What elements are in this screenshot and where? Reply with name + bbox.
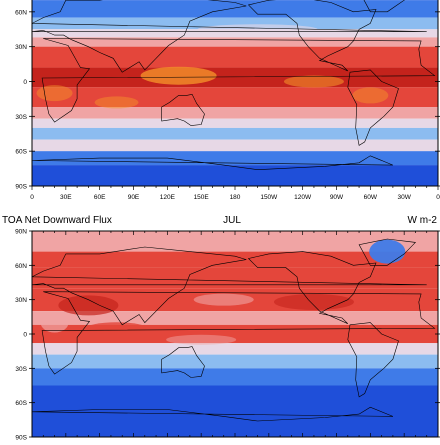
lat-label: 90S	[15, 184, 27, 191]
lon-label: 60W	[364, 194, 378, 201]
plot-title: TOA Net Downward Flux	[2, 215, 112, 226]
lat-label: 0	[23, 332, 27, 339]
flux-anomaly	[369, 240, 405, 264]
lat-label: 30S	[15, 366, 27, 373]
flux-band	[32, 119, 438, 128]
flux-band	[32, 128, 438, 140]
lat-label: 60N	[15, 9, 27, 16]
lon-label: 180	[230, 194, 241, 201]
lat-label: 0	[23, 79, 27, 86]
lon-label: 90W	[330, 194, 344, 201]
flux-anomaly	[166, 335, 236, 345]
flux-band	[32, 355, 438, 369]
lat-label: 60N	[15, 263, 27, 270]
lat-label: 90N	[15, 229, 27, 236]
flux-anomaly	[352, 87, 388, 103]
flux-band	[32, 0, 438, 17]
flux-anomaly	[141, 67, 217, 85]
lon-label: 120E	[160, 194, 176, 201]
lon-label: 60E	[94, 194, 106, 201]
lat-label: 30S	[15, 114, 27, 121]
lon-label: 30E	[60, 194, 72, 201]
lon-label: 150E	[194, 194, 210, 201]
flux-anomaly	[274, 294, 354, 310]
lat-label: 30N	[15, 44, 27, 51]
units-label: W m-2	[408, 215, 438, 226]
flux-anomaly	[87, 322, 147, 334]
lat-label: 90S	[15, 435, 27, 441]
flux-anomaly	[284, 76, 344, 88]
flux-band	[32, 343, 438, 354]
flux-band	[32, 368, 438, 385]
month-label: JUL	[223, 215, 241, 226]
flux-band	[32, 140, 438, 152]
lat-label: 30N	[15, 297, 27, 304]
flux-anomaly	[37, 85, 73, 101]
lat-label: 60S	[15, 400, 27, 407]
lon-label: 120W	[294, 194, 312, 201]
flux-band	[32, 165, 438, 186]
lon-label: 150W	[260, 194, 278, 201]
flux-band	[32, 107, 438, 119]
bottom-map-panel: 90N 60N 30N 0 30S 60S 90S	[15, 229, 440, 441]
lon-label: 0	[30, 194, 34, 201]
lon-label: 0	[436, 194, 440, 201]
top-map-panel: 60N 30N 0 30S 60S 90S 0 30E 60E 90E 120E 150E 180 15…	[15, 0, 440, 201]
top-longitude-axis: 0 30E 60E 90E 120E 150E 180 150W 120W 90W 60W 30W 0	[30, 186, 440, 201]
lon-label: 30W	[397, 194, 411, 201]
flux-anomaly	[41, 313, 69, 333]
flux-anomaly	[95, 96, 139, 108]
flux-band	[32, 386, 438, 438]
lon-label: 90E	[128, 194, 140, 201]
bottom-flux-field	[32, 231, 438, 437]
lat-label: 60S	[15, 149, 27, 156]
flux-anomaly	[194, 294, 254, 306]
flux-band	[32, 47, 438, 68]
